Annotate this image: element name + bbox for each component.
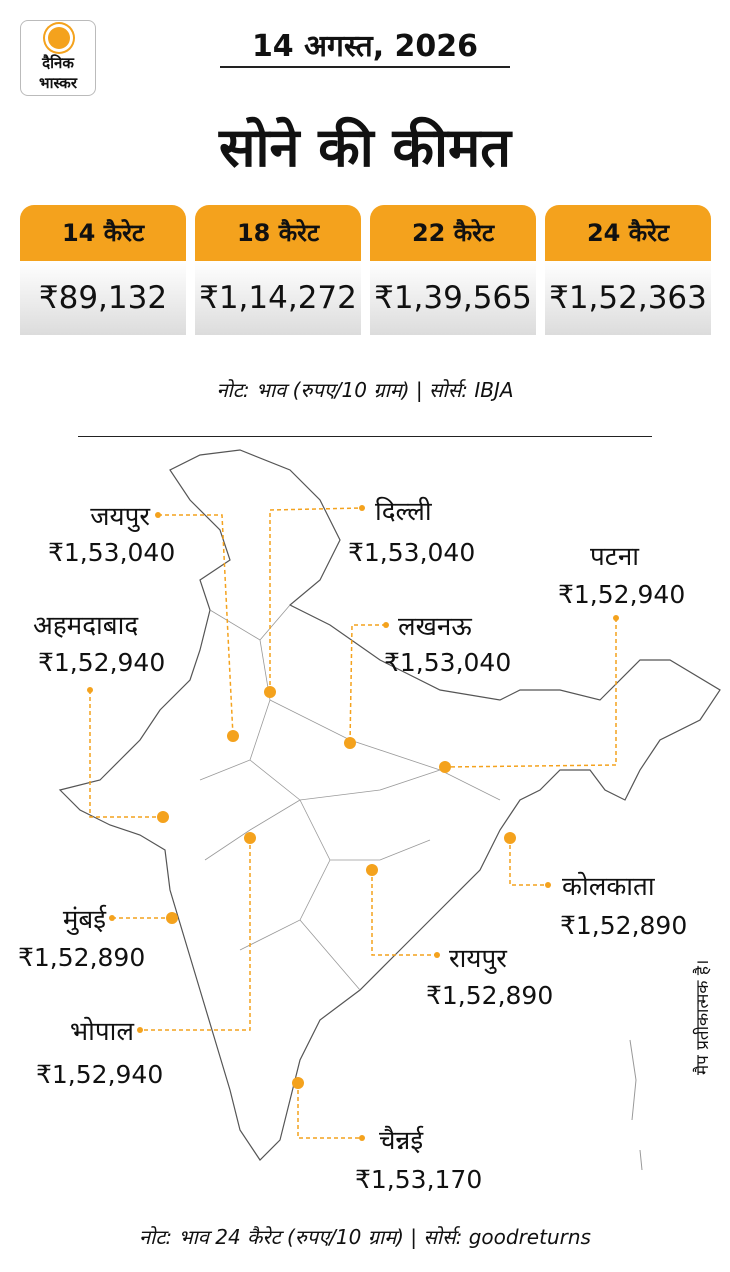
- city-name: मुंबई: [62, 905, 106, 935]
- city-name: जयपुर: [90, 502, 150, 532]
- karat-label: 14 कैरेट: [20, 205, 186, 261]
- logo-text: भास्कर: [39, 74, 77, 92]
- city-name: चैन्नई: [379, 1126, 424, 1156]
- city-name: पटना: [590, 542, 640, 572]
- karat-price: ₹1,14,272: [195, 261, 361, 335]
- title: सोने की कीमत: [218, 116, 512, 179]
- note: नोट: भाव 24 कैरेट (रुपए/10 ग्राम) | सोर्…: [139, 1225, 591, 1249]
- karat-label: 22 कैरेट: [370, 205, 536, 261]
- divider: [78, 436, 652, 437]
- city-price: ₹1,53,040: [348, 538, 476, 567]
- state-borders: [199, 604, 501, 991]
- city-price: ₹1,52,940: [36, 1060, 164, 1089]
- city-dots: [87, 505, 619, 1141]
- city-name: अहमदाबाद: [33, 611, 139, 641]
- city-price: ₹1,52,940: [38, 648, 166, 677]
- city-price: ₹1,53,170: [355, 1165, 483, 1194]
- note: नोट: भाव (रुपए/10 ग्राम) | सोर्स: IBJA: [216, 378, 514, 402]
- city-price: ₹1,52,890: [560, 911, 688, 940]
- map-disclaimer: मैप प्रतीकात्मक है।: [693, 959, 713, 1075]
- karat-price: ₹1,39,565: [370, 261, 536, 335]
- karat-price: ₹1,52,363: [545, 261, 711, 335]
- city-name: लखनऊ: [398, 612, 472, 642]
- logo-sun: [48, 27, 70, 49]
- city-name: कोलकाता: [562, 872, 655, 902]
- city-price: ₹1,52,940: [558, 580, 686, 609]
- karat-price: ₹89,132: [20, 261, 186, 335]
- city-name: दिल्ली: [375, 497, 432, 527]
- logo: दैनिक भास्कर: [20, 20, 96, 96]
- date: 14 अगस्त, 2026: [251, 29, 479, 64]
- logo-text: दैनिक: [42, 54, 74, 72]
- city-price: ₹1,53,040: [384, 648, 512, 677]
- india-outline: [58, 449, 721, 1161]
- city-price: ₹1,53,040: [48, 538, 176, 567]
- karat-label: 24 कैरेट: [545, 205, 711, 261]
- city-name: भोपाल: [69, 1017, 134, 1047]
- leader-lines: [89, 507, 617, 1139]
- islands: [629, 1039, 643, 1171]
- city-price: ₹1,52,890: [426, 981, 554, 1010]
- karat-label: 18 कैरेट: [195, 205, 361, 261]
- divider: [220, 66, 510, 68]
- city-name: रायपुर: [449, 944, 507, 974]
- city-price: ₹1,52,890: [18, 943, 146, 972]
